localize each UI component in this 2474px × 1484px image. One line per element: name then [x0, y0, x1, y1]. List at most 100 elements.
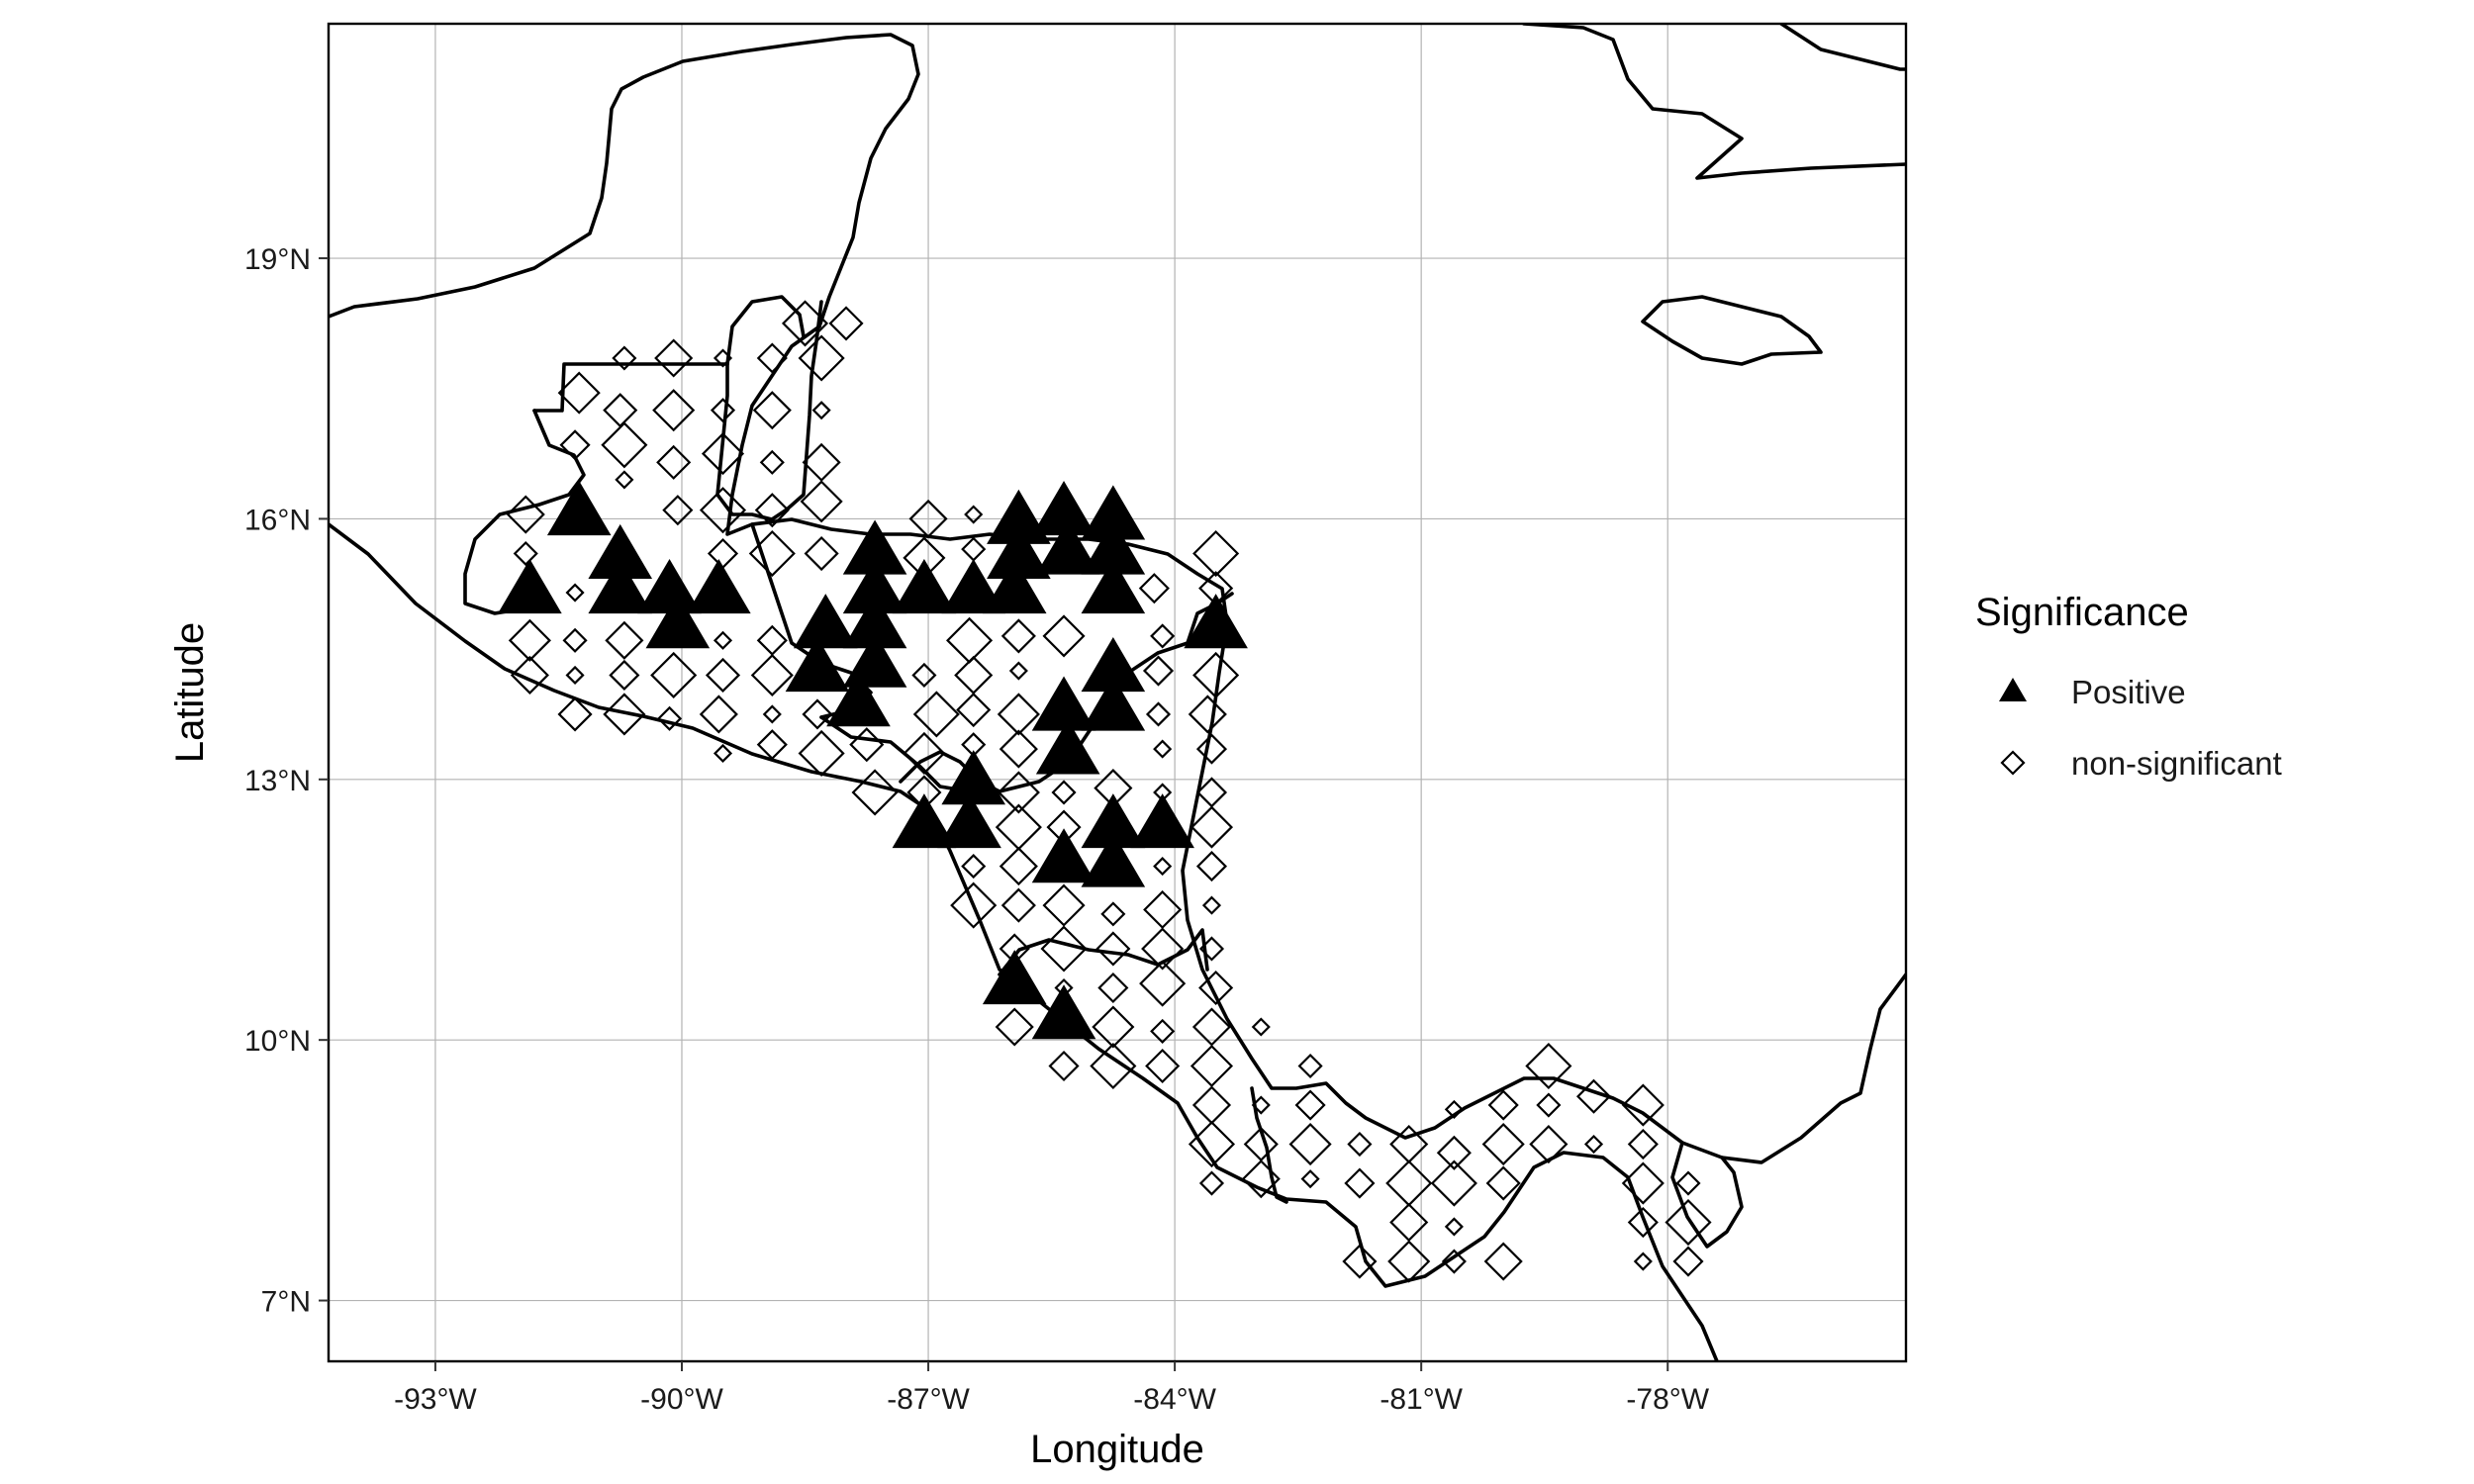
positive-point — [1130, 793, 1194, 849]
x-tick-label: -87°W — [887, 1383, 970, 1416]
non-significant-point — [798, 729, 845, 778]
non-significant-point — [1100, 901, 1126, 927]
non-significant-point — [1672, 1246, 1704, 1277]
positive-points — [498, 481, 1248, 1040]
non-significant-point — [1139, 960, 1187, 1007]
positive-point — [842, 594, 907, 649]
non-significant-point — [908, 499, 948, 538]
non-significant-point — [1090, 1042, 1137, 1090]
non-significant-point — [1627, 1206, 1659, 1239]
non-significant-point — [1627, 1128, 1659, 1160]
non-significant-point — [999, 729, 1038, 769]
coastline-central-america-caribbean — [725, 325, 1906, 1164]
non-significant-point — [1051, 780, 1077, 805]
positive-point — [1081, 637, 1146, 693]
non-significant-point — [705, 657, 741, 693]
non-significant-point — [798, 334, 845, 382]
non-significant-point — [650, 651, 698, 698]
non-significant-point — [1300, 1169, 1320, 1189]
non-significant-point — [1483, 1242, 1523, 1281]
non-significant-point — [1189, 805, 1234, 849]
non-significant-point — [849, 727, 885, 763]
positive-point — [1184, 594, 1248, 649]
non-significant-point — [1241, 1159, 1281, 1199]
positive-point — [1031, 828, 1096, 883]
non-significant-point — [1198, 936, 1225, 962]
non-significant-point — [1000, 887, 1036, 923]
y-axis-title: Latitude — [168, 622, 212, 763]
non-significant-point — [513, 540, 538, 567]
non-significant-point — [510, 655, 549, 695]
non-significant-point — [1097, 972, 1129, 1004]
non-significant-point — [1153, 739, 1173, 759]
non-significant-point — [1485, 1165, 1521, 1201]
non-significant-point — [713, 630, 733, 650]
positive-point — [892, 793, 957, 849]
non-significant-point — [1092, 1005, 1135, 1049]
non-significant-point — [754, 493, 790, 528]
non-significant-point — [1153, 857, 1173, 877]
non-significant-point — [609, 659, 640, 691]
y-tick-label: 7°N — [261, 1286, 311, 1319]
positive-point — [1031, 676, 1096, 731]
non-significant-point — [1198, 970, 1234, 1006]
y-axis: 7°N 10°N 13°N 16°N 19°N — [244, 243, 329, 1319]
x-tick-label: -78°W — [1626, 1383, 1709, 1416]
non-significant-point — [1000, 618, 1036, 654]
positive-point — [1081, 519, 1146, 575]
positive-point — [1081, 793, 1146, 849]
non-significant-point — [1198, 1170, 1225, 1196]
border-nicaragua-costarica — [998, 928, 1209, 976]
non-significant-point — [1575, 1078, 1612, 1114]
plot-panel-border — [327, 22, 1908, 1363]
positive-point — [987, 489, 1051, 544]
positive-point — [793, 594, 858, 649]
border-belize — [725, 295, 806, 366]
non-significant-point — [1142, 655, 1175, 687]
y-tick-label: 13°N — [244, 765, 311, 797]
non-significant-point — [654, 338, 694, 378]
non-significant-point — [565, 583, 585, 603]
legend-non-significant-label: non-significant — [2071, 745, 2282, 782]
non-significant-point — [756, 342, 788, 374]
positive-point — [941, 750, 1006, 805]
non-significant-point — [1441, 1249, 1467, 1274]
non-significant-point — [802, 698, 833, 730]
x-tick-label: -90°W — [640, 1383, 723, 1416]
positive-point — [588, 559, 653, 614]
x-tick-label: -84°W — [1133, 1383, 1216, 1416]
non-significant-point — [656, 705, 683, 731]
positive-point — [546, 481, 612, 536]
non-significant-point — [1192, 529, 1240, 578]
non-significant-point — [964, 505, 984, 524]
non-significant-point — [961, 854, 987, 880]
non-significant-point — [508, 618, 551, 662]
non-significant-point — [713, 348, 733, 368]
x-tick-label: -93°W — [394, 1383, 477, 1416]
non-significant-point — [506, 495, 545, 534]
non-significant-point — [1675, 1170, 1701, 1196]
positive-point — [941, 559, 1006, 614]
non-significant-point — [911, 662, 937, 688]
non-significant-point — [559, 429, 591, 461]
non-significant-point — [950, 881, 998, 929]
x-axis: -93°W -90°W -87°W -84°W -81°W -78°W — [394, 1361, 1710, 1416]
non-significant-point — [828, 306, 864, 341]
y-tick-label: 10°N — [244, 1025, 311, 1058]
non-significant-point — [1042, 883, 1086, 927]
non-significant-point — [1192, 651, 1240, 698]
non-significant-point — [903, 731, 946, 776]
non-significant-point — [710, 398, 736, 423]
non-significant-point — [1583, 1134, 1604, 1155]
non-significant-point — [612, 345, 637, 371]
non-significant-point — [615, 470, 634, 490]
positive-point — [1081, 832, 1146, 887]
positive-point — [588, 523, 653, 580]
non-significant-point — [565, 665, 585, 685]
non-significant-point — [912, 691, 960, 738]
positive-point — [1081, 485, 1146, 540]
non-significant-point — [1444, 1217, 1464, 1237]
positive-point — [892, 559, 957, 614]
non-significant-point — [811, 401, 831, 420]
non-significant-point — [1150, 1018, 1176, 1044]
